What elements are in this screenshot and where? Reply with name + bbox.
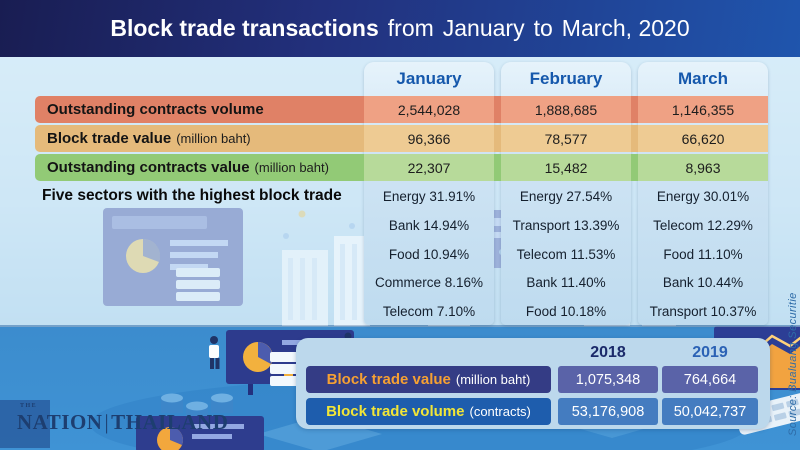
yearly-row-label: Block trade volume (contracts) <box>306 398 551 425</box>
logo-background-block <box>0 400 50 448</box>
yearly-row-block-trade-volume: Block trade volume (contracts) 53,176,90… <box>296 398 770 425</box>
nation-thailand-logo: THE NATION|THAILAND <box>0 396 280 450</box>
row-label-text: Outstanding contracts value <box>47 159 250 176</box>
cell-january: 96,366 <box>364 125 494 152</box>
column-header-january: January <box>396 69 462 88</box>
yearly-row-block-trade-value: Block trade value (million baht) 1,075,3… <box>296 366 770 393</box>
yearly-row-label: Block trade value (million baht) <box>306 366 551 393</box>
yearly-row-label-text: Block trade volume <box>326 403 465 420</box>
sector-item: Food 11.10% <box>663 246 743 262</box>
sector-item: Telecom 12.29% <box>653 217 753 233</box>
table-row-block-trade-value: Block trade value (million baht) 96,366 … <box>35 125 768 152</box>
yearly-cell-2018: 1,075,348 <box>558 366 658 393</box>
cell-january: 2,544,028 <box>364 96 494 123</box>
year-header-2019: 2019 <box>692 344 728 361</box>
table-row-outstanding-contracts-value: Outstanding contracts value (million bah… <box>35 154 768 181</box>
sector-list-january: Energy 31.91% Bank 14.94% Food 10.94% Co… <box>364 186 494 322</box>
sector-item: Energy 31.91% <box>382 189 476 204</box>
logo-separator: | <box>104 410 110 434</box>
sector-list-february: Energy 27.54% Transport 13.39% Telecom 1… <box>501 186 631 322</box>
sector-item: Transport 10.37% <box>649 304 757 319</box>
sectors-heading: Five sectors with the highest block trad… <box>42 187 342 204</box>
cell-february: 15,482 <box>501 154 631 181</box>
yearly-cell-2018: 53,176,908 <box>558 398 658 425</box>
sector-list-march: Energy 30.01% Telecom 12.29% Food 11.10%… <box>638 186 768 322</box>
row-label: Outstanding contracts volume <box>35 96 362 123</box>
row-unit-text: (million baht) <box>176 131 251 146</box>
sector-item: Commerce 8.16% <box>374 275 484 291</box>
yearly-cell-2019: 50,042,737 <box>662 398 758 425</box>
yearly-row-label-text: Block trade value <box>326 371 451 388</box>
title-march: March, 2020 <box>561 15 690 41</box>
row-unit-text: (million baht) <box>254 160 329 175</box>
sector-item: Telecom 11.53% <box>516 246 616 262</box>
sector-item: Bank 10.44% <box>662 275 744 291</box>
title-to: to <box>533 15 553 41</box>
table-row-outstanding-contracts-volume: Outstanding contracts volume 2,544,028 1… <box>35 96 768 123</box>
yearly-row-unit-text: (contracts) <box>469 404 531 419</box>
row-label: Outstanding contracts value (million bah… <box>35 154 362 181</box>
yearly-row-unit-text: (million baht) <box>455 372 531 387</box>
source-credit: Source: Bualuang Securitie <box>787 292 799 436</box>
row-label-text: Outstanding contracts volume <box>47 101 264 118</box>
cell-february: 1,888,685 <box>501 96 631 123</box>
title-from: from <box>387 15 434 41</box>
row-label: Block trade value (million baht) <box>35 125 362 152</box>
cell-march: 1,146,355 <box>638 96 768 123</box>
logo-nation: NATION <box>17 410 103 434</box>
sector-item: Bank 11.40% <box>526 275 606 291</box>
row-label-text: Block trade value <box>47 130 172 147</box>
cell-january: 22,307 <box>364 154 494 181</box>
cell-february: 78,577 <box>501 125 631 152</box>
logo-thailand: THAILAND <box>111 410 229 434</box>
cell-march: 8,963 <box>638 154 768 181</box>
sector-item: Bank 14.94% <box>388 217 470 233</box>
logo-the: THE <box>20 403 38 409</box>
column-header-february: February <box>529 69 603 88</box>
sector-item: Telecom 7.10% <box>382 304 476 319</box>
column-header-march: March <box>677 69 729 88</box>
title-main: Block trade transactions <box>110 15 379 41</box>
yearly-cell-2019: 764,664 <box>662 366 758 393</box>
year-header-2018: 2018 <box>590 344 626 361</box>
sector-item: Energy 30.01% <box>656 189 750 204</box>
sector-item: Food 10.18% <box>525 304 607 319</box>
sector-item: Food 10.94% <box>388 246 470 262</box>
yearly-table-panel: 2018 2019 Block trade value (million bah… <box>296 338 770 429</box>
cell-march: 66,620 <box>638 125 768 152</box>
title-january: January <box>442 15 525 41</box>
sector-item: Energy 27.54% <box>519 189 613 204</box>
sector-item: Transport 13.39% <box>512 217 620 233</box>
logo-wordmark: NATION|THAILAND <box>17 410 228 435</box>
title-banner: Block trade transactions from January to… <box>0 0 800 57</box>
